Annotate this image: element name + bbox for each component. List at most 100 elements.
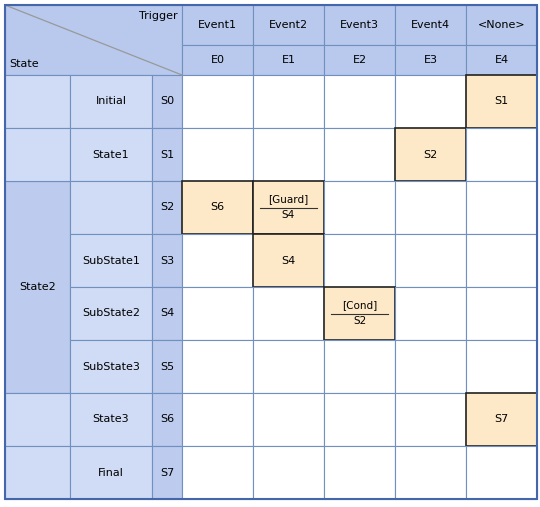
Text: Event1: Event1 [198,20,237,30]
Text: S3: S3 [160,256,174,266]
Text: S1: S1 [160,150,174,160]
Bar [152,446,182,499]
Bar [70,181,152,234]
Bar [152,287,182,340]
Bar [152,393,182,446]
Bar [466,45,537,75]
Bar [253,234,324,287]
Text: S7: S7 [495,415,509,424]
Text: E4: E4 [495,55,509,65]
Text: S4: S4 [282,210,295,221]
Text: E0: E0 [211,55,225,65]
Bar [5,75,70,128]
Bar [395,340,466,393]
Bar [466,446,537,499]
Bar [324,340,395,393]
Bar [182,75,253,128]
Bar [395,128,466,181]
Bar [253,45,324,75]
Bar [466,393,537,446]
Bar [152,340,182,393]
Bar [324,234,395,287]
Bar [253,340,324,393]
Bar [395,234,466,287]
Bar [5,181,70,393]
Bar [253,393,324,446]
Bar [5,5,182,75]
Text: Event4: Event4 [411,20,450,30]
Bar [253,128,324,181]
Bar [253,181,324,234]
Bar [395,446,466,499]
Bar [324,287,395,340]
Bar [152,75,182,128]
Text: State3: State3 [93,415,129,424]
Text: [Guard]: [Guard] [268,195,309,204]
Bar [253,287,324,340]
Text: SubState2: SubState2 [82,308,140,318]
Bar [466,181,537,234]
Bar [70,75,152,128]
Text: Event3: Event3 [340,20,379,30]
Bar [395,5,466,45]
Bar [395,181,466,234]
Bar [466,5,537,45]
Text: Event2: Event2 [269,20,308,30]
Text: S4: S4 [160,308,174,318]
Text: S4: S4 [281,256,295,266]
Bar [182,393,253,446]
Bar [466,234,537,287]
Text: State2: State2 [19,282,56,292]
Bar [182,340,253,393]
Bar [395,393,466,446]
Bar [466,128,537,181]
Text: [Cond]: [Cond] [342,301,377,311]
Bar [324,128,395,181]
Bar [70,234,152,287]
Bar [182,234,253,287]
Bar [70,340,152,393]
Bar [324,393,395,446]
Text: <None>: <None> [478,20,525,30]
Text: S2: S2 [160,202,174,212]
Bar [182,287,253,340]
Bar [182,45,253,75]
Text: E1: E1 [281,55,295,65]
Text: Initial: Initial [96,96,126,106]
Bar [324,181,395,234]
Bar [152,181,182,234]
Bar [5,128,70,181]
Bar [182,181,253,234]
Text: E2: E2 [353,55,367,65]
Bar [253,446,324,499]
Text: State1: State1 [93,150,129,160]
Text: E3: E3 [423,55,437,65]
Bar [395,287,466,340]
Bar [253,5,324,45]
Bar [182,128,253,181]
Bar [5,393,70,446]
Bar [395,45,466,75]
Bar [70,393,152,446]
Text: S6: S6 [160,415,174,424]
Text: State: State [9,59,39,69]
Text: S2: S2 [353,316,366,327]
Text: S0: S0 [160,96,174,106]
Text: Trigger: Trigger [139,11,178,21]
Bar [182,5,253,45]
Bar [152,234,182,287]
Bar [395,75,466,128]
Bar [5,446,70,499]
Text: SubState3: SubState3 [82,361,140,372]
Text: S2: S2 [423,150,437,160]
Bar [324,75,395,128]
Bar [324,5,395,45]
Bar [70,128,152,181]
Bar [466,340,537,393]
Bar [324,446,395,499]
Bar [253,75,324,128]
Text: Final: Final [98,467,124,478]
Bar [70,446,152,499]
Bar [70,287,152,340]
Bar [466,287,537,340]
